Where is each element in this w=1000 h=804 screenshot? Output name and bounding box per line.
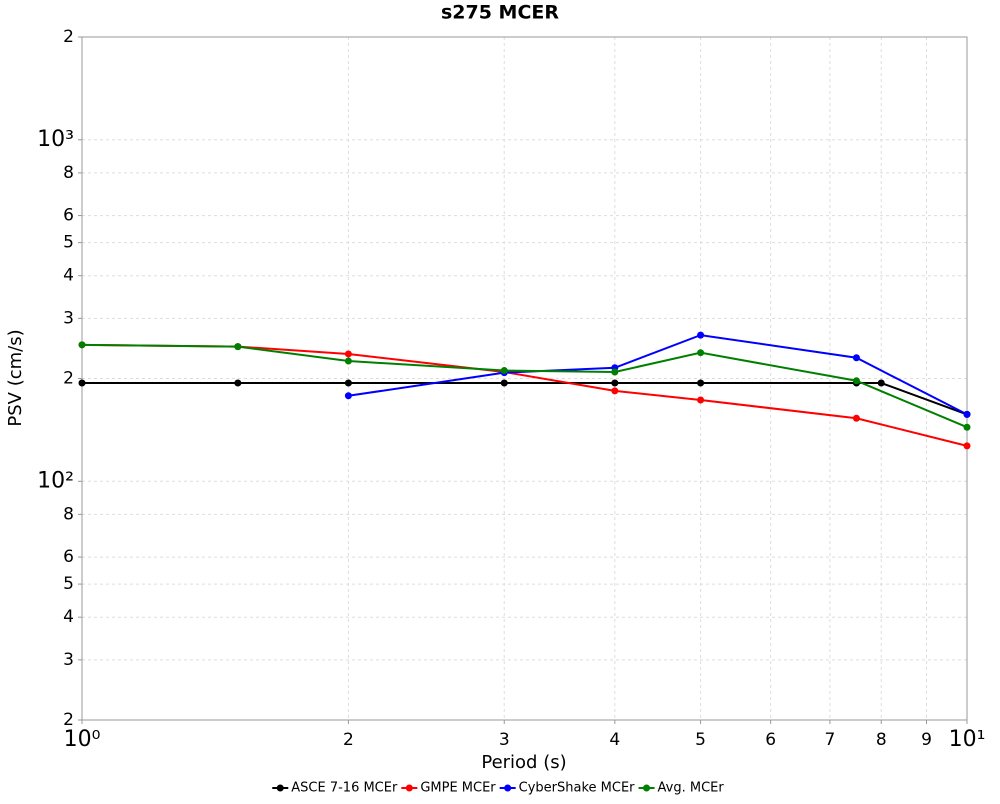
data-point	[697, 331, 705, 339]
legend-label: CyberShake MCEr	[519, 781, 636, 796]
y-tick-label: 4	[63, 266, 74, 286]
legend-item: GMPE MCEr	[401, 781, 496, 796]
x-tick-label: 10⁰	[64, 727, 101, 752]
data-point	[963, 423, 971, 431]
data-point	[78, 341, 86, 349]
data-point	[500, 367, 508, 375]
y-tick-label: 4	[63, 607, 74, 627]
data-point	[963, 410, 971, 418]
y-tick-label: 3	[63, 308, 74, 328]
x-tick-label: 7	[824, 730, 835, 750]
data-point	[234, 343, 242, 351]
data-point	[852, 377, 860, 385]
y-tick-label: 6	[63, 206, 74, 226]
marks	[78, 331, 971, 450]
y-tick-label: 3	[63, 650, 74, 670]
x-axis-label: Period (s)	[481, 752, 566, 773]
x-tick-label: 6	[765, 730, 776, 750]
data-point	[344, 357, 352, 365]
data-point	[697, 349, 705, 357]
x-tick-label: 8	[876, 730, 887, 750]
data-point	[877, 379, 885, 387]
legend-marker	[643, 784, 651, 792]
data-point	[697, 379, 705, 387]
data-point	[611, 368, 619, 376]
y-tick-label: 8	[63, 163, 74, 183]
series-line	[81, 343, 968, 447]
series-line	[348, 334, 968, 416]
y-tick-label: 2	[63, 27, 74, 47]
data-point	[611, 387, 619, 395]
legend-marker	[504, 784, 512, 792]
legend-item: Avg. MCEr	[638, 781, 725, 796]
data-point	[697, 396, 705, 404]
data-point	[500, 379, 508, 387]
plot-frame	[81, 36, 968, 721]
y-tick-label: 2	[63, 369, 74, 389]
data-point	[963, 442, 971, 450]
x-tick-label: 9	[921, 730, 932, 750]
x-tick-label: 4	[609, 730, 620, 750]
x-tick-label: 10¹	[949, 727, 986, 752]
x-tick-label: 3	[499, 730, 510, 750]
legend-marker	[405, 784, 413, 792]
y-tick-label: 10³	[37, 127, 74, 152]
data-point	[852, 354, 860, 362]
y-tick-label: 5	[63, 233, 74, 253]
chart-title: s275 MCER	[441, 2, 559, 24]
y-tick-label: 2	[63, 710, 74, 730]
legend-marker	[276, 784, 284, 792]
legend-label: ASCE 7-16 MCEr	[291, 781, 398, 796]
legend-label: Avg. MCEr	[658, 781, 725, 796]
series-line	[81, 343, 968, 429]
y-tick-label: 10²	[37, 468, 74, 493]
legend-item: CyberShake MCEr	[499, 781, 636, 796]
data-point	[234, 379, 242, 387]
data-point	[611, 379, 619, 387]
data-point	[78, 379, 86, 387]
data-point	[344, 392, 352, 400]
y-tick-label: 8	[63, 504, 74, 524]
legend-label: GMPE MCEr	[420, 781, 496, 796]
y-tick-label: 5	[63, 574, 74, 594]
x-tick-label: 5	[695, 730, 706, 750]
data-point	[852, 414, 860, 422]
y-axis-label: PSV (cm/s)	[5, 329, 26, 426]
data-point	[344, 350, 352, 358]
legend-item: ASCE 7-16 MCEr	[272, 781, 398, 796]
data-point	[344, 379, 352, 387]
x-tick-label: 2	[343, 730, 354, 750]
legend: ASCE 7-16 MCEr GMPE MCEr CyberShake MCEr Av…	[272, 781, 724, 796]
y-tick-label: 6	[63, 547, 74, 567]
